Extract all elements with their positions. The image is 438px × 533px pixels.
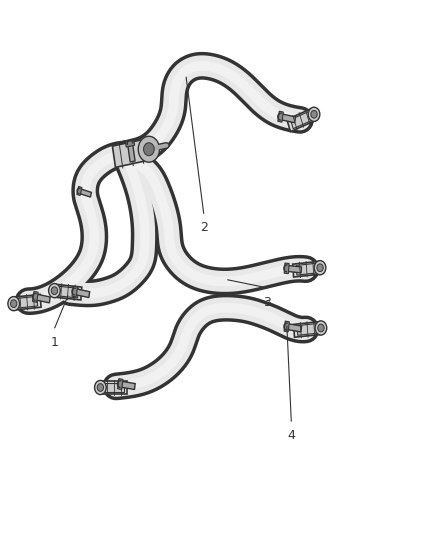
- Text: 1: 1: [51, 336, 59, 349]
- Circle shape: [11, 300, 17, 308]
- Polygon shape: [100, 381, 127, 394]
- Circle shape: [315, 321, 327, 335]
- Polygon shape: [113, 139, 150, 167]
- Circle shape: [51, 287, 58, 295]
- Polygon shape: [287, 324, 302, 332]
- Circle shape: [311, 110, 317, 118]
- Polygon shape: [72, 286, 78, 297]
- Polygon shape: [57, 286, 78, 298]
- Circle shape: [308, 107, 320, 122]
- Text: 4: 4: [287, 429, 295, 442]
- Circle shape: [314, 261, 326, 275]
- Polygon shape: [125, 140, 134, 147]
- Circle shape: [8, 296, 20, 311]
- Polygon shape: [293, 321, 321, 337]
- Polygon shape: [13, 294, 41, 310]
- Polygon shape: [117, 378, 123, 390]
- Polygon shape: [290, 111, 312, 128]
- Polygon shape: [35, 294, 50, 303]
- Polygon shape: [32, 292, 38, 302]
- Circle shape: [144, 143, 154, 156]
- Text: 2: 2: [200, 221, 208, 234]
- Polygon shape: [17, 296, 38, 308]
- Polygon shape: [79, 189, 92, 197]
- Polygon shape: [287, 265, 301, 273]
- Polygon shape: [75, 289, 90, 297]
- Polygon shape: [278, 111, 283, 122]
- Circle shape: [97, 384, 103, 391]
- Polygon shape: [77, 187, 82, 196]
- Circle shape: [317, 264, 323, 272]
- Polygon shape: [128, 144, 135, 162]
- Polygon shape: [296, 263, 317, 275]
- Text: 3: 3: [263, 296, 271, 309]
- Circle shape: [318, 324, 324, 332]
- Polygon shape: [287, 108, 316, 132]
- Polygon shape: [281, 114, 296, 123]
- Circle shape: [95, 381, 106, 394]
- Polygon shape: [293, 261, 321, 277]
- Polygon shape: [54, 284, 82, 300]
- Polygon shape: [284, 263, 289, 273]
- Polygon shape: [284, 321, 290, 332]
- Circle shape: [138, 136, 159, 162]
- Polygon shape: [104, 383, 124, 392]
- Polygon shape: [120, 381, 135, 390]
- Circle shape: [49, 284, 60, 298]
- Polygon shape: [297, 324, 318, 335]
